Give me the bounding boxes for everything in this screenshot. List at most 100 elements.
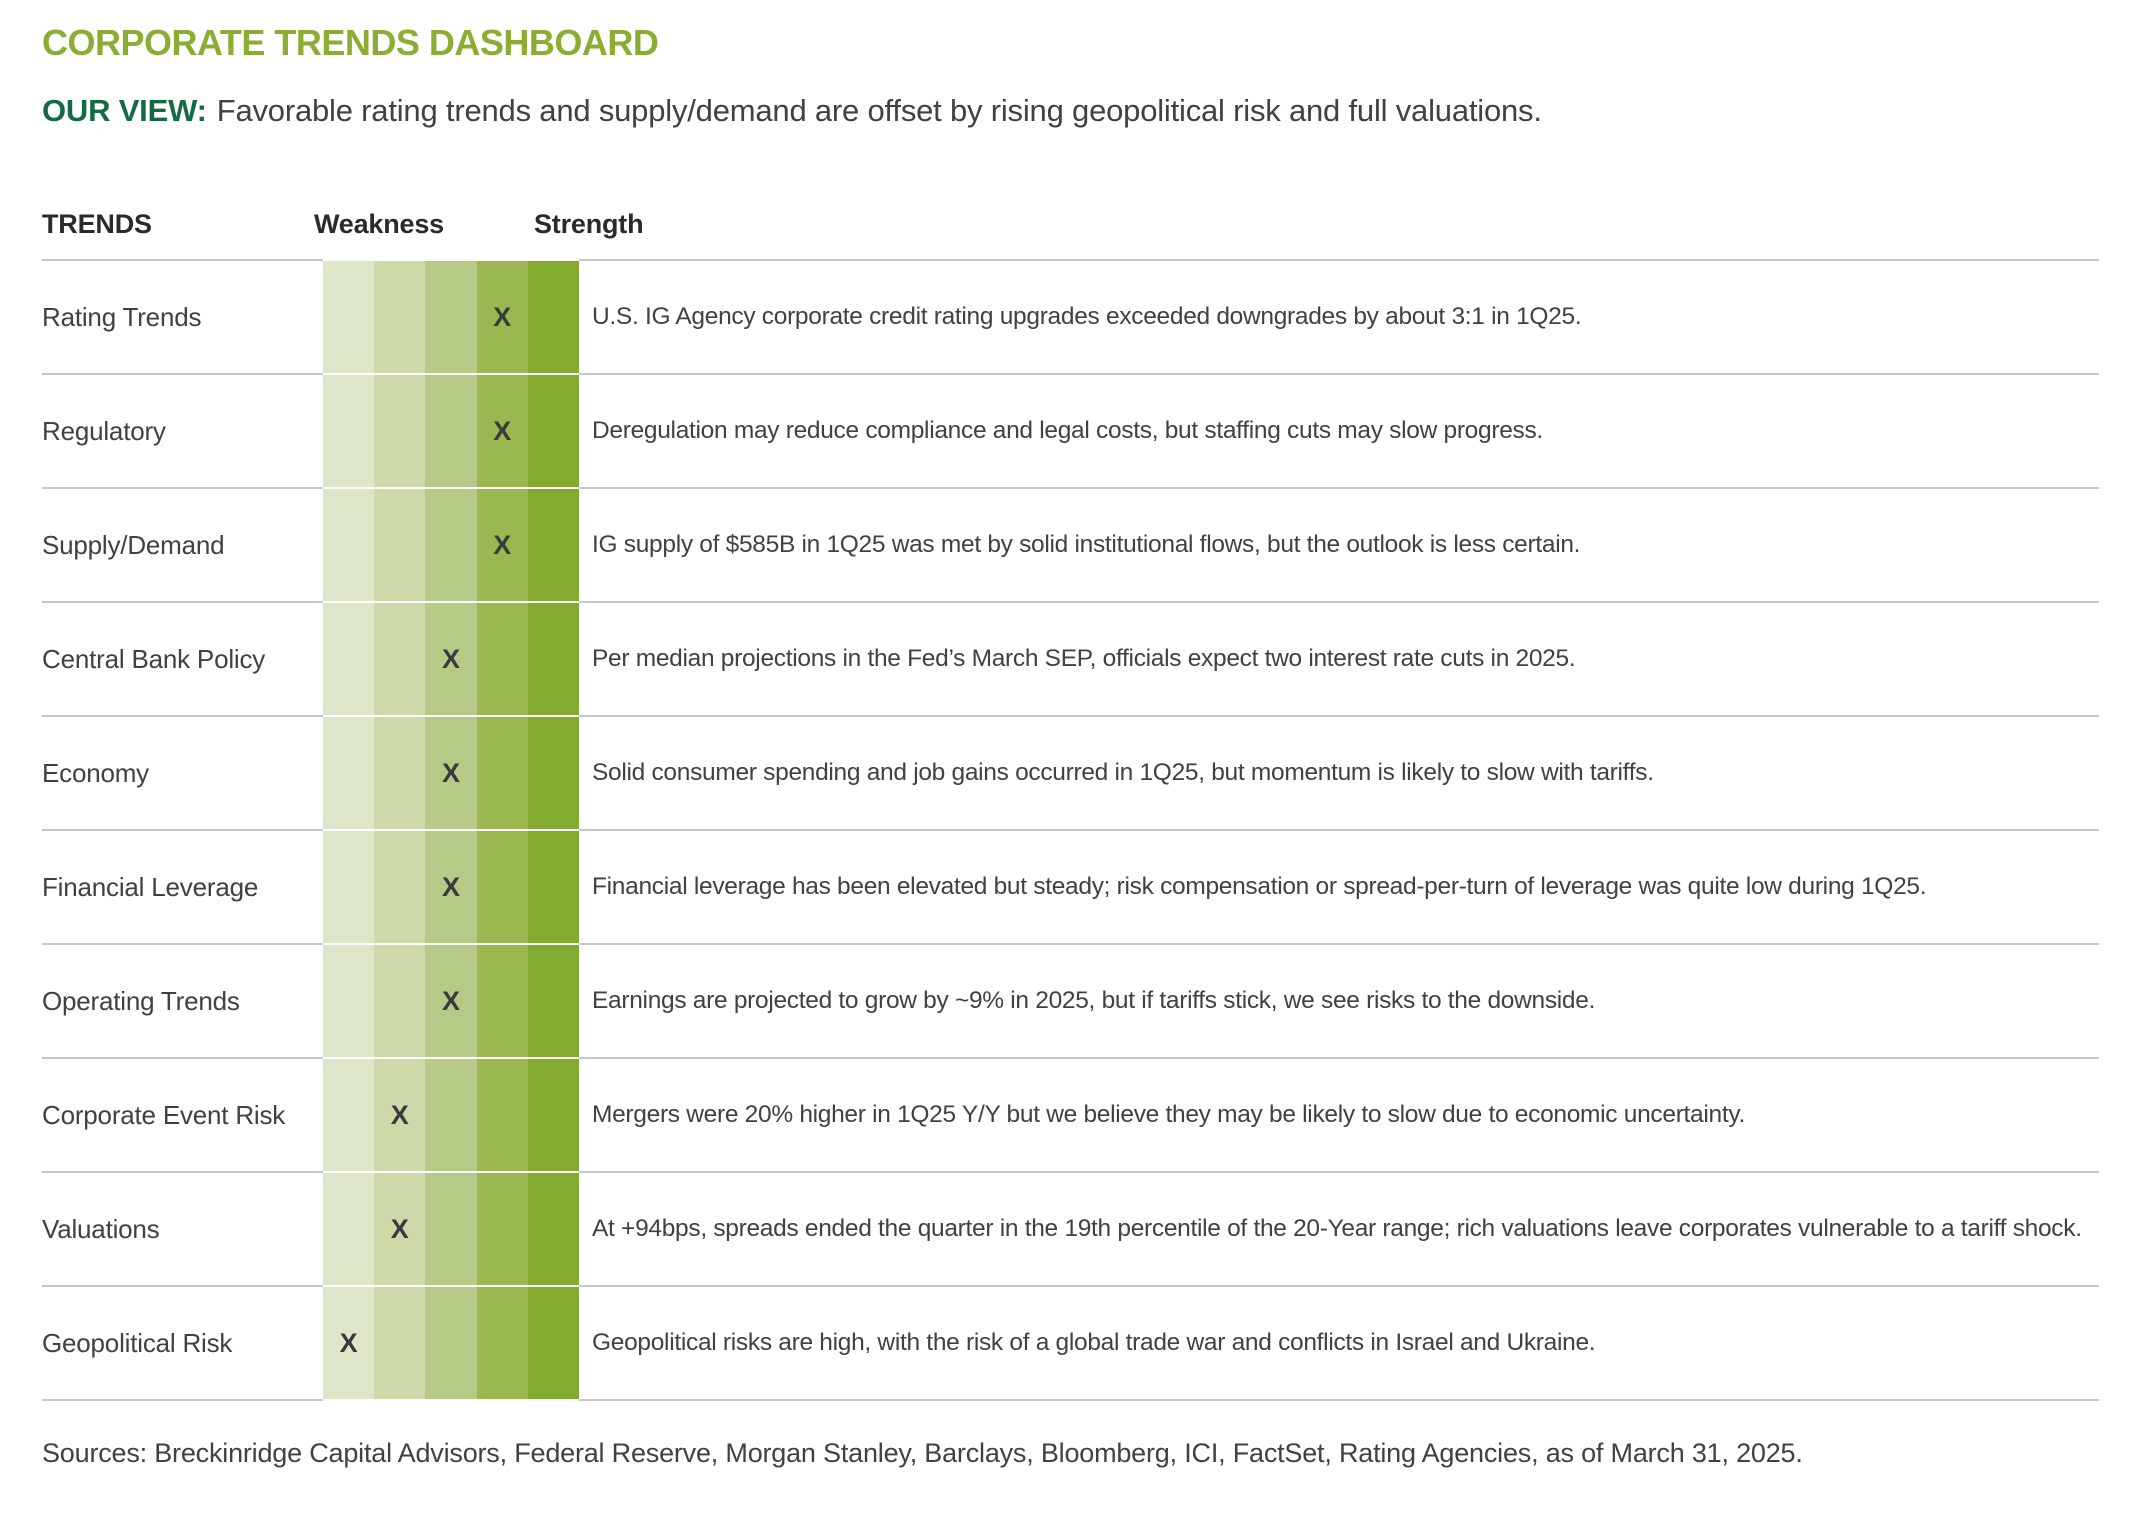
scale-cell-4 [476, 1173, 528, 1285]
column-header-strength: Strength [534, 209, 644, 239]
our-view-label: OUR VIEW: [42, 93, 207, 128]
scale-cell-5 [527, 489, 580, 601]
rating-marker: X [493, 301, 512, 332]
scale-cell-2 [374, 717, 426, 829]
trend-description: Earnings are projected to grow by ~9% in… [579, 943, 2099, 1057]
scale-cell-2 [374, 1287, 426, 1399]
scale-cell-3: X [425, 717, 477, 829]
rating-scale-band: X [323, 1057, 580, 1171]
sources-note: Sources: Breckinridge Capital Advisors, … [42, 1438, 1803, 1468]
table-row: Supply/Demand X IG supply of $585B in 1Q25… [42, 487, 2099, 601]
scale-cell-2: X [374, 1059, 426, 1171]
scale-cell-4 [476, 1287, 528, 1399]
rating-marker: X [339, 1327, 358, 1358]
table-row: Operating Trends X Earnings are projected … [42, 943, 2099, 1057]
scale-cell-1 [323, 831, 375, 943]
trend-label: Operating Trends [42, 943, 323, 1057]
scale-cell-3 [425, 1173, 477, 1285]
trend-description: Per median projections in the Fed’s Marc… [579, 601, 2099, 715]
scale-cell-2 [374, 603, 426, 715]
scale-cell-5 [527, 603, 580, 715]
rating-scale-band: X [323, 943, 580, 1057]
scale-cell-1 [323, 261, 375, 373]
scale-cell-4: X [476, 489, 528, 601]
column-header-weakness: Weakness [314, 209, 444, 239]
trend-label: Rating Trends [42, 259, 323, 373]
scale-cell-1 [323, 717, 375, 829]
scale-cell-2 [374, 831, 426, 943]
table-row: Central Bank Policy X Per median projectio… [42, 601, 2099, 715]
trend-label: Corporate Event Risk [42, 1057, 323, 1171]
rating-scale-band: X [323, 1285, 580, 1399]
table-row: Rating Trends X U.S. IG Agency corporate c… [42, 259, 2099, 373]
scale-cell-4 [476, 945, 528, 1057]
scale-cell-5 [527, 1287, 580, 1399]
trend-label: Economy [42, 715, 323, 829]
table-row: Regulatory X Deregulation may reduce compl… [42, 373, 2099, 487]
scale-cell-5 [527, 261, 580, 373]
scale-cell-5 [527, 1173, 580, 1285]
rating-scale-band: X [323, 487, 580, 601]
trend-label: Regulatory [42, 373, 323, 487]
trends-table: Rating Trends X U.S. IG Agency corporate c… [42, 259, 2099, 1401]
scale-cell-3 [425, 375, 477, 487]
rating-scale-band: X [323, 829, 580, 943]
scale-cell-4 [476, 1059, 528, 1171]
table-header: TRENDS Weakness Strength [42, 205, 2099, 259]
rating-marker: X [390, 1213, 409, 1244]
scale-cell-4 [476, 717, 528, 829]
scale-cell-2 [374, 489, 426, 601]
rating-scale-band: X [323, 601, 580, 715]
trend-label: Financial Leverage [42, 829, 323, 943]
rating-marker: X [442, 985, 461, 1016]
scale-cell-3: X [425, 831, 477, 943]
scale-cell-5 [527, 1059, 580, 1171]
scale-cell-1 [323, 945, 375, 1057]
scale-cell-4: X [476, 261, 528, 373]
rating-marker: X [493, 529, 512, 560]
rating-marker: X [493, 415, 512, 446]
rating-marker: X [442, 757, 461, 788]
scale-cell-1 [323, 603, 375, 715]
scale-cell-3 [425, 1287, 477, 1399]
scale-cell-5 [527, 945, 580, 1057]
trend-label: Central Bank Policy [42, 601, 323, 715]
rating-marker: X [442, 643, 461, 674]
trend-description: Deregulation may reduce compliance and l… [579, 373, 2099, 487]
trend-label: Valuations [42, 1171, 323, 1285]
scale-cell-2 [374, 945, 426, 1057]
trend-label: Supply/Demand [42, 487, 323, 601]
our-view-text: Favorable rating trends and supply/deman… [216, 93, 1542, 128]
trend-description: Geopolitical risks are high, with the ri… [579, 1285, 2099, 1399]
rating-scale-band: X [323, 1171, 580, 1285]
scale-cell-3 [425, 1059, 477, 1171]
scale-cell-5 [527, 375, 580, 487]
divider-segment [323, 1399, 579, 1401]
scale-cell-1 [323, 489, 375, 601]
rating-scale-band: X [323, 373, 580, 487]
table-row: Valuations X At +94bps, spreads ended the … [42, 1171, 2099, 1285]
scale-cell-3 [425, 489, 477, 601]
table-row: Geopolitical Risk X Geopolitical risks are… [42, 1285, 2099, 1399]
page-title: CORPORATE TRENDS DASHBOARD [42, 22, 659, 63]
scale-cell-4 [476, 603, 528, 715]
scale-cell-5 [527, 831, 580, 943]
scale-cell-2 [374, 261, 426, 373]
trend-label: Geopolitical Risk [42, 1285, 323, 1399]
scale-cell-3: X [425, 945, 477, 1057]
trend-description: Solid consumer spending and job gains oc… [579, 715, 2099, 829]
scale-cell-3 [425, 261, 477, 373]
our-view-statement: OUR VIEW: Favorable rating trends and sup… [42, 93, 1542, 129]
rating-scale-band: X [323, 259, 580, 373]
scale-cell-2: X [374, 1173, 426, 1285]
scale-cell-4: X [476, 375, 528, 487]
trend-description: At +94bps, spreads ended the quarter in … [579, 1171, 2099, 1285]
rating-marker: X [390, 1099, 409, 1130]
table-row: Economy X Solid consumer spending and job … [42, 715, 2099, 829]
table-row: Financial Leverage X Financial leverage ha… [42, 829, 2099, 943]
scale-cell-1: X [323, 1287, 375, 1399]
scale-cell-5 [527, 717, 580, 829]
column-header-trends: TRENDS [42, 209, 152, 239]
scale-cell-2 [374, 375, 426, 487]
